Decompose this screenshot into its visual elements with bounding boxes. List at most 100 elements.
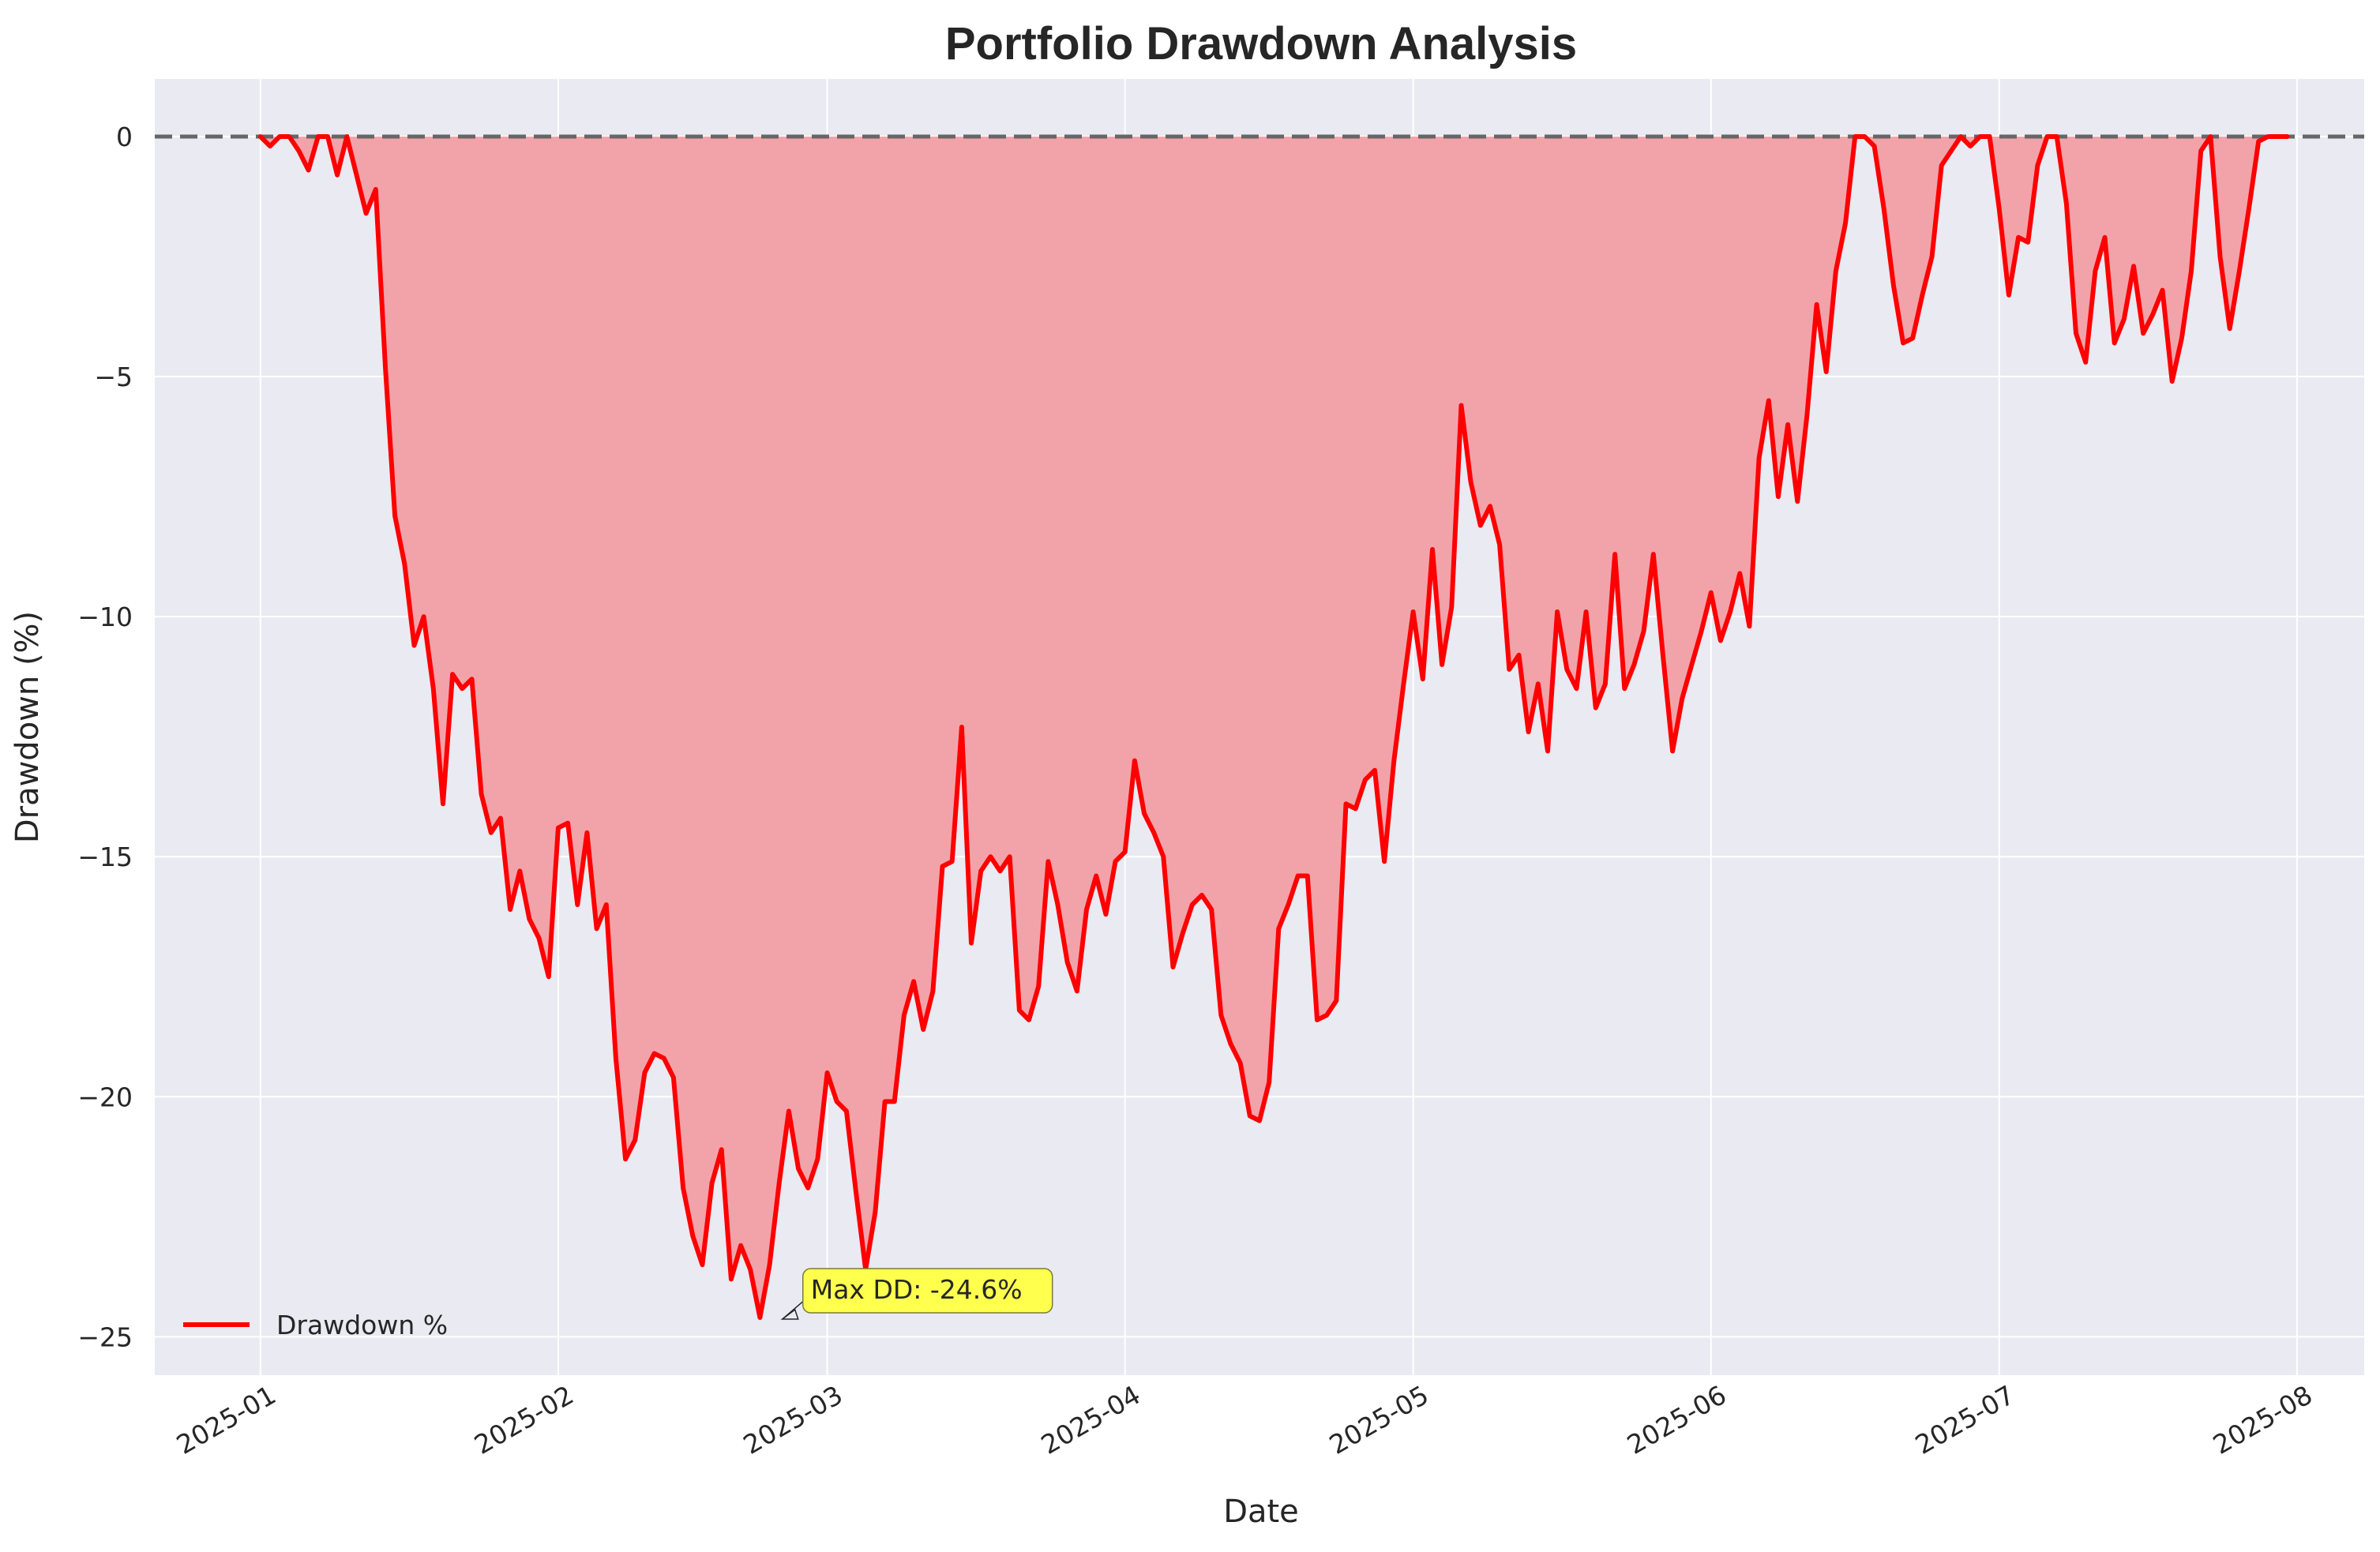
x-tick-label: 2025-06 xyxy=(1622,1379,1732,1460)
data-point xyxy=(2258,141,2259,142)
data-point xyxy=(1874,146,1875,147)
data-point xyxy=(1317,1020,1318,1021)
data-point xyxy=(337,174,338,175)
x-tick-label: 2025-07 xyxy=(1910,1379,2020,1460)
data-point xyxy=(1548,751,1549,752)
data-point xyxy=(452,674,453,675)
x-tick-label: 2025-03 xyxy=(738,1379,848,1460)
data-point xyxy=(1038,986,1039,987)
data-point xyxy=(395,515,396,516)
data-point xyxy=(1662,654,1663,655)
data-point xyxy=(663,1058,664,1059)
y-axis-label: Drawdown (%) xyxy=(9,611,46,843)
data-point xyxy=(490,832,491,833)
data-point xyxy=(856,1192,857,1193)
data-point xyxy=(1355,808,1356,809)
data-point xyxy=(1115,861,1116,862)
data-point xyxy=(1557,612,1558,613)
data-point xyxy=(894,1101,895,1102)
data-point xyxy=(798,1168,799,1169)
data-point xyxy=(615,1058,616,1059)
annotation-box xyxy=(801,1268,1053,1314)
data-point xyxy=(817,1159,818,1160)
data-point xyxy=(1029,1020,1030,1021)
data-point xyxy=(1672,751,1673,752)
data-point xyxy=(1720,640,1721,641)
data-point xyxy=(1422,679,1423,680)
x-tick-label: 2025-02 xyxy=(469,1379,579,1460)
y-axis-ticks: 0 −5 −10 −15 −20 −25 xyxy=(77,122,133,1352)
drawdown-area-layer xyxy=(260,136,2288,1318)
x-axis-label: Date xyxy=(1223,1494,1299,1530)
data-point xyxy=(846,1111,847,1112)
data-point xyxy=(1297,875,1298,876)
data-point xyxy=(1730,612,1731,613)
data-point xyxy=(1970,146,1971,147)
y-tick-label: 0 xyxy=(116,122,133,152)
data-point xyxy=(625,1159,626,1160)
data-point xyxy=(1490,506,1491,507)
data-point xyxy=(1461,405,1462,406)
data-point xyxy=(1048,861,1049,862)
data-point xyxy=(1221,1014,1222,1015)
data-point xyxy=(1950,151,1951,152)
data-point xyxy=(2104,237,2105,238)
data-point xyxy=(1835,271,1836,272)
data-point xyxy=(2162,290,2163,291)
drawdown-line xyxy=(257,134,2290,1320)
data-point xyxy=(385,366,386,367)
data-point xyxy=(500,818,501,819)
data-point xyxy=(836,1101,837,1102)
data-point xyxy=(923,1029,924,1030)
data-point xyxy=(1643,631,1644,632)
data-point xyxy=(808,1187,809,1188)
drawdown-line-layer xyxy=(257,134,2290,1320)
data-point xyxy=(788,1111,789,1112)
data-point xyxy=(1528,732,1529,733)
data-point xyxy=(683,1187,684,1188)
data-point xyxy=(2123,319,2124,320)
data-point xyxy=(1394,760,1395,761)
x-tick-label: 2025-01 xyxy=(171,1379,281,1460)
x-tick-label: 2025-08 xyxy=(2208,1379,2318,1460)
data-point xyxy=(942,866,943,867)
data-point xyxy=(1509,669,1510,670)
data-point xyxy=(1749,626,1750,627)
data-point xyxy=(1076,991,1077,992)
y-tick-label: −15 xyxy=(77,842,133,872)
data-point xyxy=(1480,525,1481,526)
data-point xyxy=(414,645,415,646)
data-point xyxy=(2191,271,2192,272)
data-point xyxy=(981,871,982,872)
data-point xyxy=(2076,333,2077,334)
y-tick-label: −25 xyxy=(77,1321,133,1352)
data-point xyxy=(1710,592,1711,593)
data-point xyxy=(673,1077,674,1078)
legend: Drawdown % xyxy=(183,1310,448,1340)
x-tick-label: 2025-04 xyxy=(1036,1379,1146,1460)
y-tick-label: −20 xyxy=(77,1082,133,1112)
data-point xyxy=(1134,760,1135,761)
annotation-label: Max DD: -24.6% xyxy=(811,1274,1023,1305)
data-point xyxy=(1182,933,1183,934)
data-point xyxy=(1797,501,1798,502)
data-point xyxy=(654,1053,655,1054)
data-point xyxy=(1336,1000,1337,1001)
data-point xyxy=(557,827,558,828)
data-point xyxy=(1653,554,1654,555)
data-point xyxy=(481,794,482,795)
data-point xyxy=(1807,414,1808,415)
data-point xyxy=(1144,813,1145,814)
data-point xyxy=(1384,861,1385,862)
data-point xyxy=(1701,631,1702,632)
data-point xyxy=(1624,688,1625,689)
data-point xyxy=(1682,698,1683,699)
data-point xyxy=(596,928,597,929)
data-point xyxy=(1442,664,1443,665)
y-tick-label: −5 xyxy=(94,362,133,392)
data-point xyxy=(433,688,434,689)
data-point xyxy=(1202,894,1203,895)
data-point xyxy=(961,727,962,728)
data-point xyxy=(1124,852,1125,853)
